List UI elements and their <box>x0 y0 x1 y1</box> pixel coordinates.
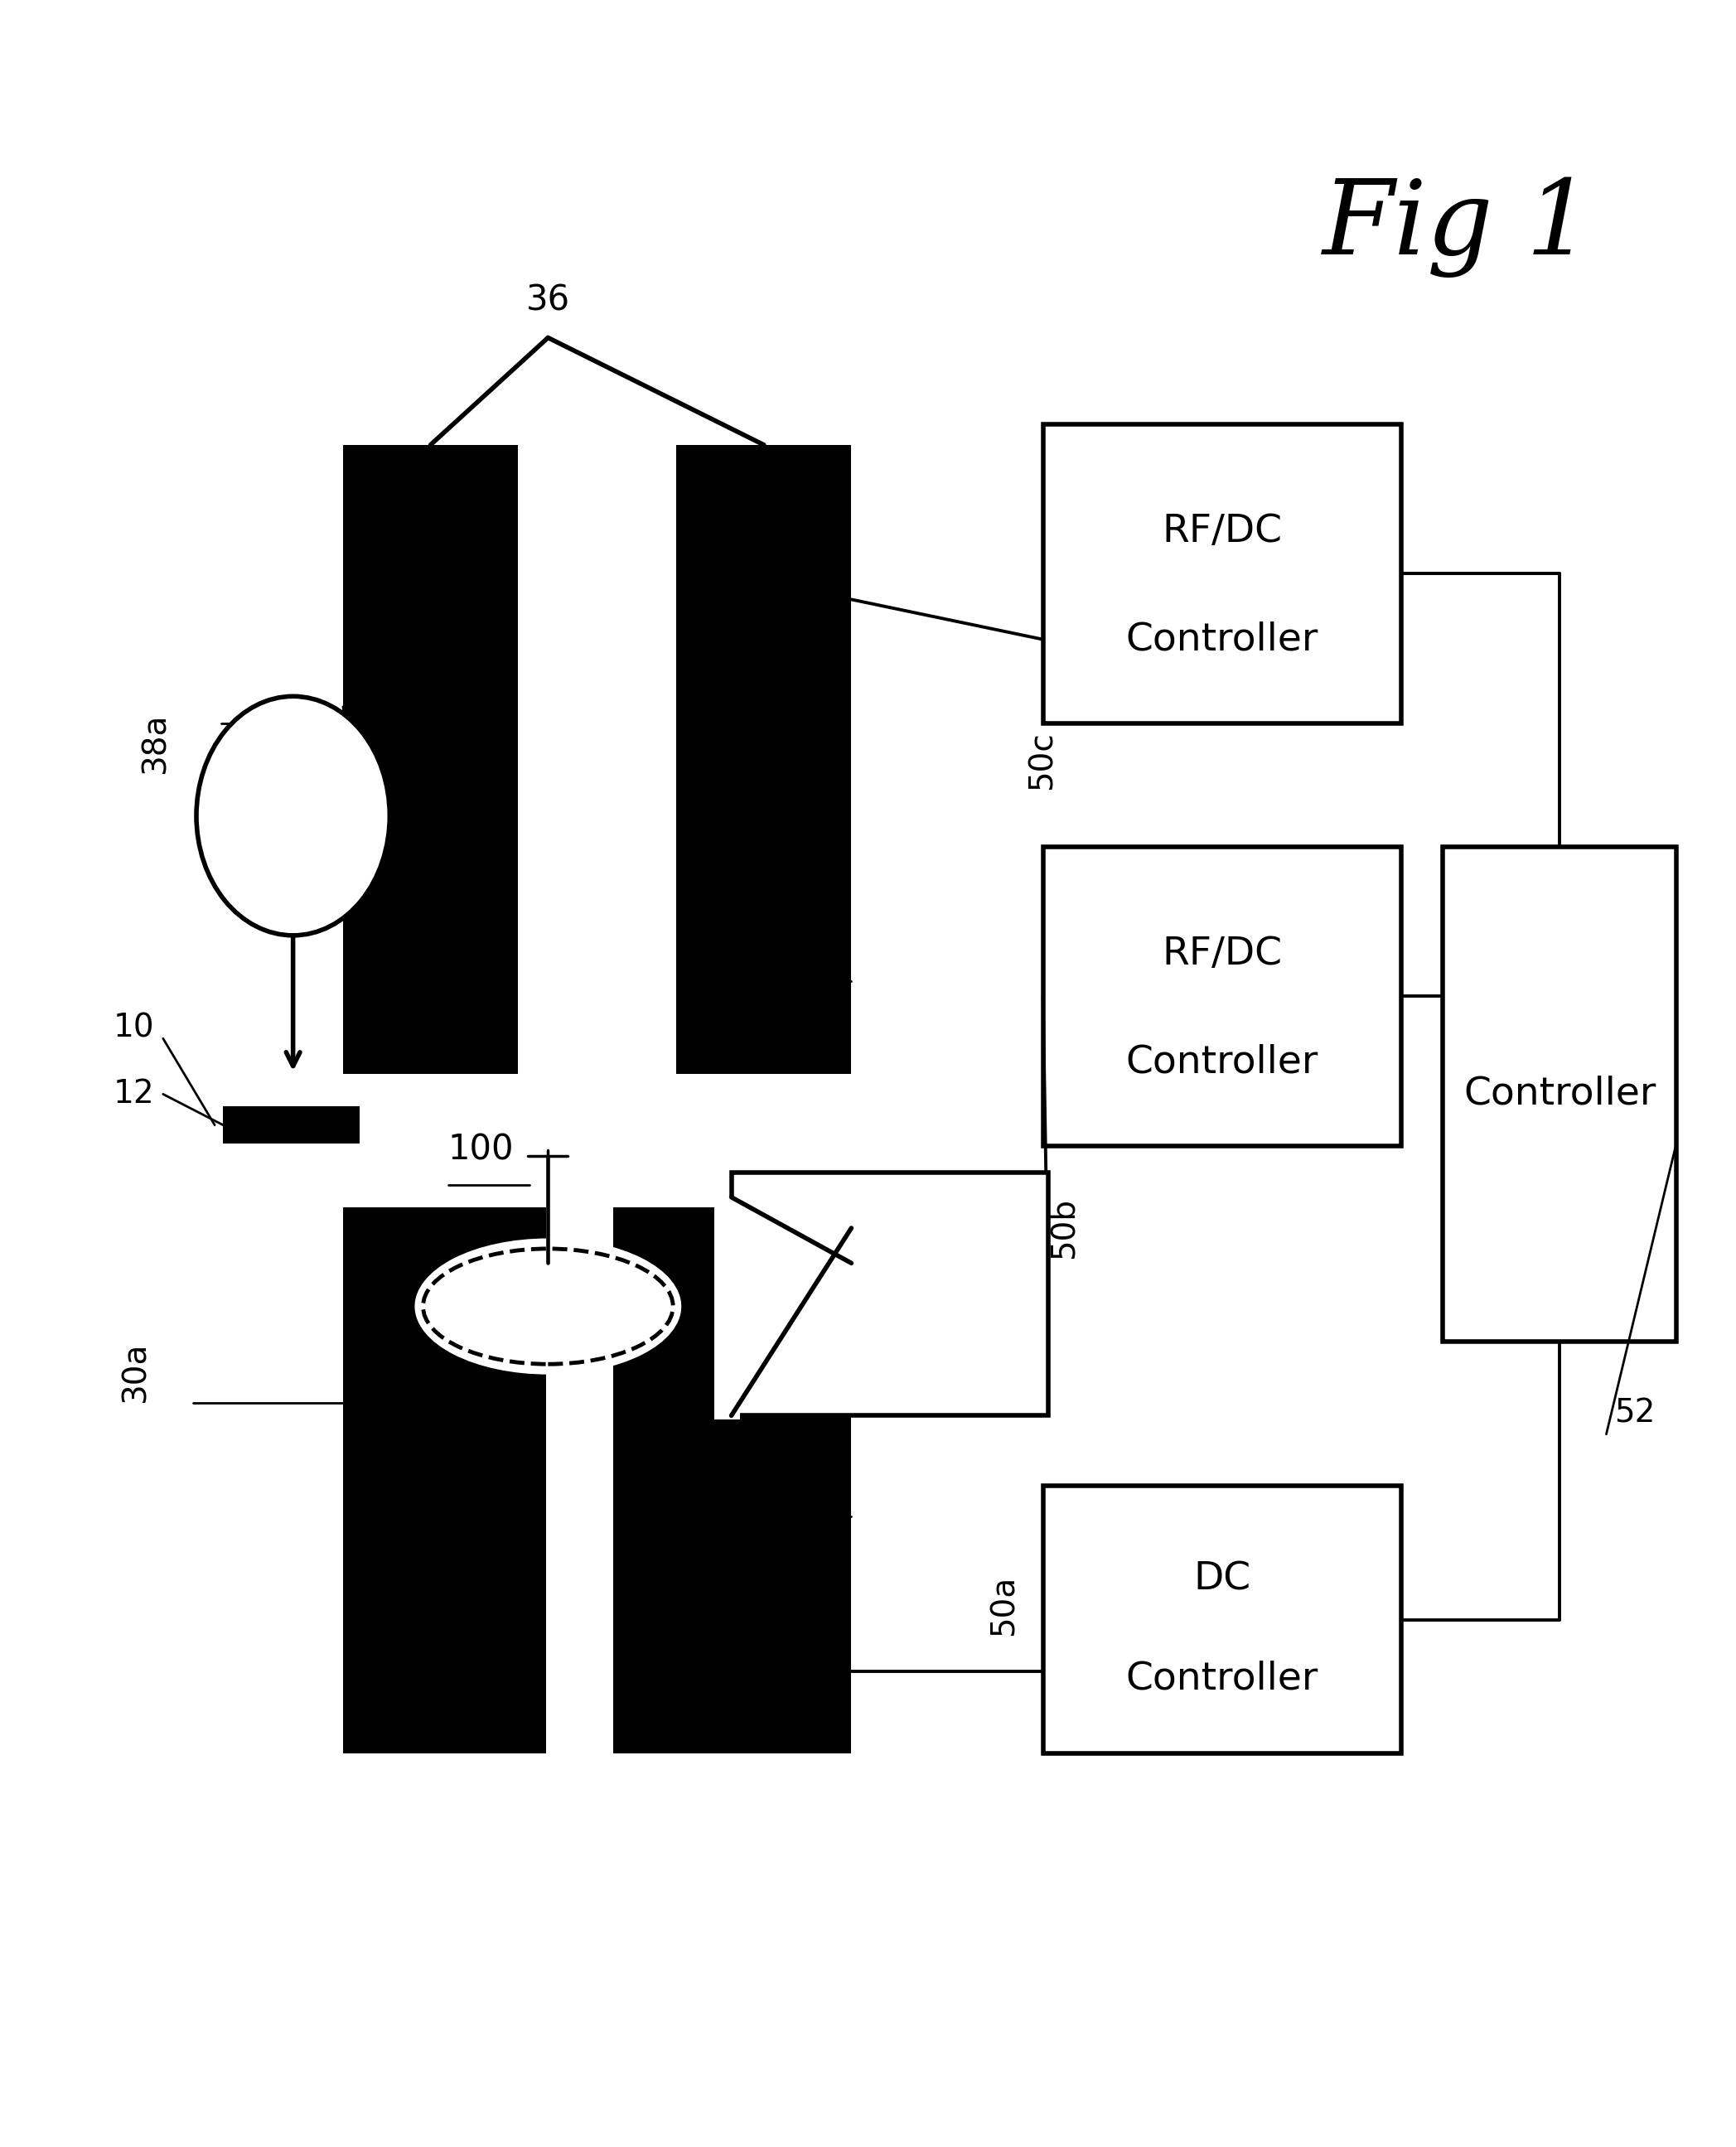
Circle shape <box>196 696 389 936</box>
Bar <box>613 1207 682 1754</box>
Text: Controller: Controller <box>1463 1076 1656 1112</box>
Text: 50c: 50c <box>1026 730 1057 790</box>
Bar <box>476 1207 547 1754</box>
Text: 22: 22 <box>380 928 420 960</box>
Text: 20: 20 <box>262 803 325 850</box>
Text: 38a: 38a <box>141 713 172 775</box>
Text: 12: 12 <box>113 1078 155 1110</box>
Text: 30a: 30a <box>120 1342 151 1402</box>
Bar <box>731 1172 1049 1415</box>
Text: 30b: 30b <box>806 1464 837 1527</box>
Text: Fig 1: Fig 1 <box>1323 176 1594 277</box>
Text: Controller: Controller <box>1127 1043 1318 1080</box>
Text: 100: 100 <box>448 1131 514 1168</box>
Bar <box>344 1207 517 1754</box>
Ellipse shape <box>415 1239 681 1374</box>
Text: 10: 10 <box>113 1013 155 1043</box>
Bar <box>1043 1486 1401 1754</box>
Bar <box>677 1207 851 1754</box>
Text: Controller: Controller <box>1127 620 1318 659</box>
Text: 36: 36 <box>526 283 569 318</box>
Text: RF/DC: RF/DC <box>1161 513 1283 550</box>
Bar <box>677 444 851 1074</box>
Text: DC: DC <box>1194 1561 1250 1597</box>
Bar <box>715 1198 740 1419</box>
Text: 38b: 38b <box>806 970 837 1033</box>
Bar <box>344 444 517 1074</box>
Bar <box>1043 425 1401 724</box>
Text: 50a: 50a <box>988 1576 1019 1636</box>
Text: Controller: Controller <box>1127 1660 1318 1698</box>
Bar <box>1043 846 1401 1146</box>
Text: 52: 52 <box>1614 1398 1656 1430</box>
Text: RF/DC: RF/DC <box>1161 936 1283 973</box>
Text: 50b: 50b <box>1049 1198 1080 1258</box>
Bar <box>222 1106 359 1144</box>
Ellipse shape <box>424 1250 674 1363</box>
Bar <box>1443 846 1677 1342</box>
